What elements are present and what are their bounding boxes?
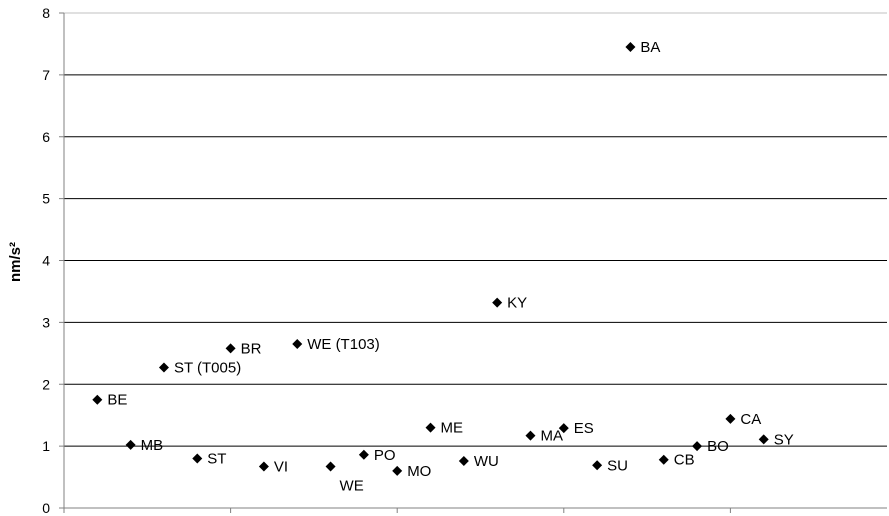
data-point xyxy=(592,460,603,471)
data-point xyxy=(158,362,169,373)
data-point xyxy=(625,42,636,53)
data-point xyxy=(258,461,269,472)
y-tick-label: 8 xyxy=(42,5,50,21)
data-label: WE (T103) xyxy=(307,336,380,353)
data-label: ST (T005) xyxy=(174,360,241,377)
axes xyxy=(59,12,887,513)
y-tick-label: 0 xyxy=(42,500,50,516)
data-label: CA xyxy=(740,411,761,428)
data-point xyxy=(458,455,469,466)
data-point xyxy=(758,434,769,445)
data-label: WU xyxy=(474,453,499,470)
data-label: SU xyxy=(607,457,628,474)
y-tick-labels: 0 1 2 3 4 5 6 7 8 xyxy=(42,5,50,516)
data-label: KY xyxy=(507,295,527,312)
y-tick-label: 2 xyxy=(42,376,50,392)
data-label: VI xyxy=(274,459,288,476)
data-point xyxy=(492,297,503,308)
y-tick-label: 1 xyxy=(42,438,50,454)
data-labels: BE MB ST (T005) ST BR VI WE (T103) WE PO MO ME WU KY… xyxy=(107,39,793,495)
y-tick-label: 7 xyxy=(42,67,50,83)
data-label: BA xyxy=(640,39,660,56)
data-label: MA xyxy=(540,428,563,445)
data-label: BE xyxy=(107,392,127,409)
data-label: MO xyxy=(407,463,431,480)
y-tick-label: 5 xyxy=(42,191,50,207)
data-point xyxy=(692,441,703,452)
y-axis-title: nm/s² xyxy=(7,242,24,282)
data-point xyxy=(425,422,436,433)
data-point xyxy=(392,465,403,476)
data-label: ES xyxy=(574,420,594,437)
data-label: WE xyxy=(340,478,364,495)
data-point xyxy=(558,423,569,434)
data-point xyxy=(225,343,236,354)
y-tick-label: 6 xyxy=(42,129,50,145)
data-point xyxy=(325,461,336,472)
data-label: BR xyxy=(241,340,262,357)
data-points xyxy=(92,42,769,476)
data-point xyxy=(725,413,736,424)
data-label: PO xyxy=(374,447,396,464)
data-point xyxy=(658,454,669,465)
data-label: BO xyxy=(707,438,729,455)
data-point xyxy=(292,339,303,350)
data-point xyxy=(92,394,103,405)
data-point xyxy=(125,439,136,450)
y-tick-label: 4 xyxy=(42,253,50,269)
data-label: SY xyxy=(774,431,794,448)
data-label: MB xyxy=(141,437,164,454)
y-tick-label: 3 xyxy=(42,314,50,330)
data-label: ME xyxy=(441,420,464,437)
data-point xyxy=(192,453,203,464)
grid-lines xyxy=(64,12,887,447)
data-label: CB xyxy=(674,452,695,469)
data-point xyxy=(358,449,369,460)
data-point xyxy=(525,430,536,441)
data-label: ST xyxy=(207,451,226,468)
